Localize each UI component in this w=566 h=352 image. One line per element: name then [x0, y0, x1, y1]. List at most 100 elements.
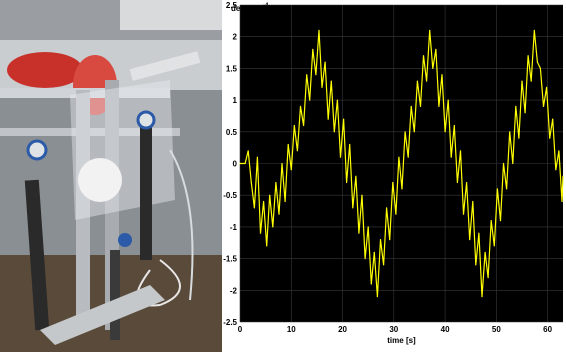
y-tick-label: -2 [230, 286, 238, 295]
data-point [422, 55, 425, 57]
data-point [496, 188, 498, 190]
x-tick-label: 50 [492, 325, 501, 334]
joint-left [26, 139, 48, 161]
data-point [247, 150, 249, 152]
data-point [330, 80, 332, 82]
data-point [309, 99, 311, 101]
data-point [383, 264, 385, 266]
data-point [527, 55, 529, 57]
y-tick-label: 2.5 [226, 1, 238, 10]
data-point [509, 131, 511, 133]
data-point [398, 156, 400, 158]
data-point [546, 86, 548, 88]
data-point [250, 181, 252, 184]
data-point [558, 150, 560, 152]
joint-right [136, 110, 156, 130]
data-point [435, 48, 437, 51]
data-point [530, 80, 532, 82]
data-point [404, 131, 406, 133]
data-point [469, 239, 471, 241]
data-point [512, 162, 514, 165]
data-point [549, 137, 551, 139]
data-point [333, 131, 335, 133]
data-point [315, 74, 317, 76]
data-point [275, 181, 277, 184]
data-point [462, 213, 465, 215]
data-point [466, 181, 468, 184]
data-point [438, 105, 440, 107]
x-tick-label: 0 [238, 325, 243, 334]
data-point [352, 207, 354, 209]
series-line [240, 30, 564, 297]
data-point [327, 118, 329, 120]
x-tick-label: 60 [543, 325, 552, 334]
data-point [306, 74, 308, 76]
data-point [336, 99, 338, 101]
data-point [478, 232, 480, 234]
data-point [447, 99, 449, 101]
y-tick-label: 2 [233, 33, 238, 42]
data-point [499, 220, 502, 222]
data-point [293, 124, 295, 127]
data-point [281, 162, 283, 165]
data-point [256, 156, 258, 158]
data-point [239, 162, 241, 165]
data-point [432, 67, 434, 69]
white-disk [78, 158, 122, 202]
cable-right [169, 149, 194, 301]
data-point [444, 131, 446, 133]
data-point [481, 296, 483, 298]
data-point [355, 175, 357, 177]
data-point [272, 226, 274, 228]
data-point [324, 61, 326, 63]
data-point [395, 213, 397, 215]
x-axis-ticks: 0 10 20 30 40 50 60 [238, 325, 553, 334]
apparatus-photo [0, 0, 223, 352]
data-point [244, 162, 246, 165]
data-point [518, 137, 520, 139]
data-point [346, 181, 348, 184]
y-tick-label: -2.5 [223, 318, 237, 327]
data-point [487, 277, 489, 279]
upper-plate [120, 0, 223, 30]
data-point [562, 175, 564, 177]
cable-loop [136, 259, 181, 307]
data-point [484, 251, 486, 253]
data-point [376, 296, 378, 298]
data-point [539, 67, 541, 69]
data-point [429, 29, 431, 31]
joint-center [118, 233, 132, 247]
data-point [364, 258, 366, 260]
data-point [296, 150, 298, 152]
data-point [493, 245, 495, 247]
leg-right [140, 120, 152, 260]
data-point [524, 112, 526, 114]
data-point [515, 105, 517, 107]
leg-center [110, 250, 120, 340]
panel-separator [222, 0, 223, 352]
data-point [358, 232, 360, 234]
data-point [542, 105, 545, 107]
data-point [299, 105, 302, 107]
data-point [343, 118, 345, 120]
data-point [502, 162, 505, 165]
data-point [259, 232, 262, 234]
data-point [426, 80, 428, 82]
data-point [459, 150, 462, 152]
data-point [521, 80, 523, 82]
data-point [552, 118, 554, 120]
data-point [269, 194, 271, 196]
frame-bar-diag [129, 51, 201, 81]
y-tick-label: -1 [230, 223, 238, 232]
data-point [266, 245, 268, 247]
data-point [450, 156, 452, 158]
data-point [561, 200, 563, 203]
data-point [287, 143, 289, 146]
red-motor [7, 52, 83, 88]
data-point [555, 169, 557, 171]
data-point [416, 80, 418, 82]
data-point [407, 156, 409, 158]
data-point [253, 207, 255, 209]
x-tick-label: 30 [389, 325, 398, 334]
